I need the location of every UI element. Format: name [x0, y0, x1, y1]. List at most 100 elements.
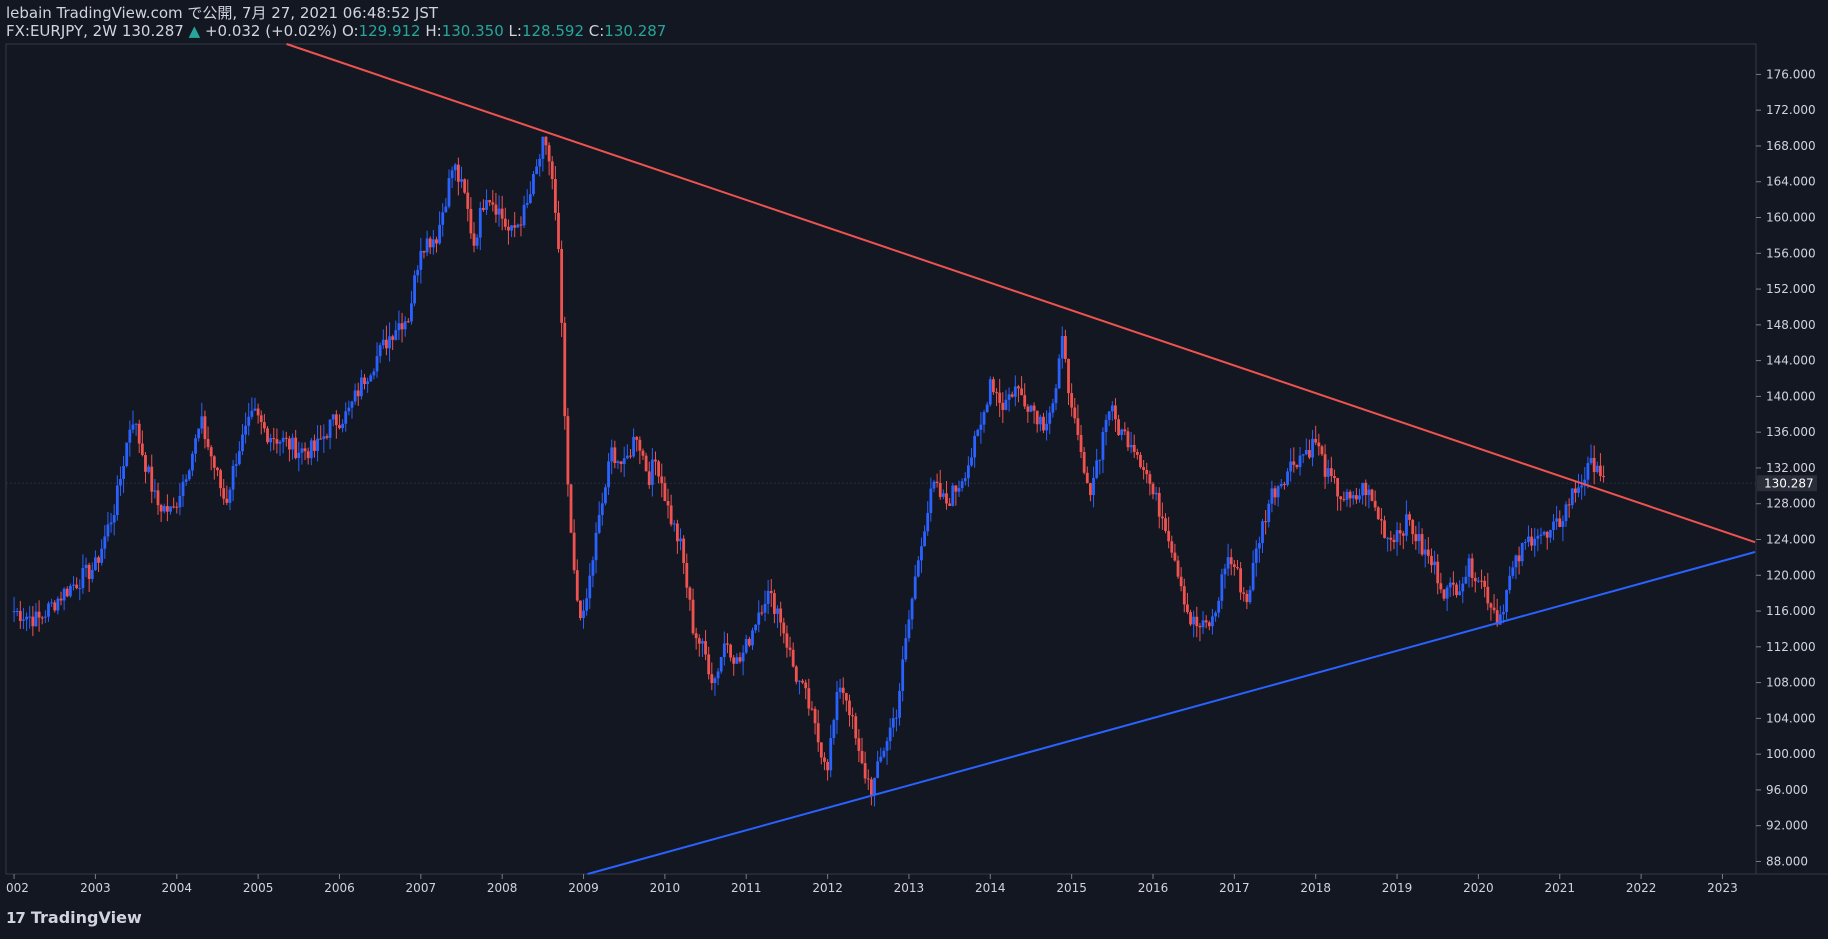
candle-body — [1026, 406, 1030, 412]
candle-body — [1257, 543, 1261, 549]
low-value: 128.592 — [521, 22, 584, 40]
candle-body — [1114, 405, 1117, 420]
candle-body — [635, 436, 639, 440]
candle-body — [607, 461, 610, 488]
candle-body — [769, 590, 773, 594]
candle-body — [250, 410, 254, 417]
candle-body — [1539, 534, 1543, 536]
candle-body — [1304, 449, 1308, 455]
y-tick-label: 164.000 — [1766, 175, 1816, 189]
candle-body — [732, 657, 736, 664]
candle-body — [1354, 495, 1358, 500]
candle-body — [1552, 521, 1555, 531]
candle-body — [782, 622, 786, 634]
candle-body — [1345, 491, 1349, 500]
candle-body — [410, 303, 413, 322]
y-tick-label: 148.000 — [1766, 318, 1816, 332]
candle-body — [1502, 612, 1505, 615]
x-tick-label: 2019 — [1382, 881, 1413, 895]
candle-body — [1254, 548, 1258, 563]
candle-body — [1423, 549, 1427, 555]
candle-body — [716, 671, 720, 679]
candle-body — [1195, 616, 1199, 627]
candle-body — [841, 687, 845, 694]
y-tick-label: 172.000 — [1766, 103, 1816, 117]
x-tick-label: 2011 — [731, 881, 762, 895]
candle-body — [1110, 405, 1114, 412]
candle-body — [726, 643, 729, 645]
candle-body — [1467, 558, 1471, 577]
candle-body — [1492, 607, 1496, 611]
candle-body — [59, 598, 63, 601]
candle-body — [876, 761, 880, 778]
candle-body — [1279, 483, 1283, 487]
candle-body — [538, 158, 542, 167]
candle-body — [1408, 514, 1411, 520]
candle-body — [256, 408, 260, 416]
candle-body — [1298, 455, 1302, 468]
candle-body — [128, 429, 132, 443]
candle-body — [1032, 405, 1036, 411]
candle-body — [638, 439, 642, 451]
candle-body — [75, 584, 79, 589]
candle-body — [447, 178, 451, 207]
candle-body — [316, 438, 319, 451]
ohlc-legend: FX:EURJPY, 2W 130.287 ▲ +0.032 (+0.02%) … — [6, 22, 666, 40]
candle-body — [829, 738, 833, 771]
chart-header: lebain TradingView.com で公開, 7月 27, 2021 … — [6, 4, 666, 40]
candle-body — [1079, 434, 1083, 452]
y-tick-label: 128.000 — [1766, 497, 1816, 511]
candle-body — [1160, 516, 1164, 519]
candle-body — [1470, 558, 1474, 578]
candle-body — [1589, 457, 1593, 464]
candle-body — [1439, 583, 1443, 590]
candle-body — [219, 470, 222, 489]
candle-body — [1555, 518, 1559, 522]
candle-body — [1445, 587, 1449, 599]
candle-body — [804, 682, 808, 689]
candle-body — [1132, 444, 1136, 452]
candle-body — [844, 693, 848, 701]
candle-body — [1051, 403, 1055, 413]
candle-body — [1401, 533, 1405, 536]
candle-body — [303, 448, 307, 452]
candle-body — [300, 448, 304, 453]
candle-body — [988, 379, 992, 405]
candle-body — [1495, 610, 1499, 625]
x-tick-label: 2012 — [812, 881, 843, 895]
candle-body — [1020, 388, 1023, 396]
high-value: 130.350 — [441, 22, 504, 40]
candle-body — [1358, 495, 1361, 500]
candle-body — [150, 466, 154, 492]
candle-body — [388, 336, 391, 349]
candle-body — [1342, 499, 1346, 501]
candle-body — [1082, 451, 1086, 473]
candle-body — [1436, 561, 1440, 584]
candle-body — [1392, 539, 1396, 543]
candle-body — [338, 425, 341, 429]
candle-body — [322, 436, 326, 440]
candle-body — [788, 647, 792, 650]
candle-body — [766, 590, 770, 604]
candle-body — [647, 471, 651, 485]
candle-body — [1564, 504, 1568, 522]
candle-body — [1289, 461, 1293, 472]
candle-body — [1430, 555, 1433, 566]
candle-body — [941, 493, 945, 497]
candle-body — [935, 481, 939, 483]
candle-body — [497, 208, 501, 215]
candle-body — [532, 174, 535, 195]
candle-body — [694, 633, 698, 639]
candle-body — [926, 513, 930, 532]
candle-body — [1326, 468, 1330, 477]
candle-body — [100, 548, 104, 563]
candle-body — [641, 450, 645, 456]
candle-body — [1151, 483, 1155, 495]
candle-body — [1527, 536, 1530, 542]
candle-body — [162, 505, 166, 512]
candle-body — [544, 136, 548, 146]
candle-body — [1517, 555, 1521, 562]
candle-body — [1145, 469, 1149, 475]
candle-body — [1361, 482, 1365, 496]
